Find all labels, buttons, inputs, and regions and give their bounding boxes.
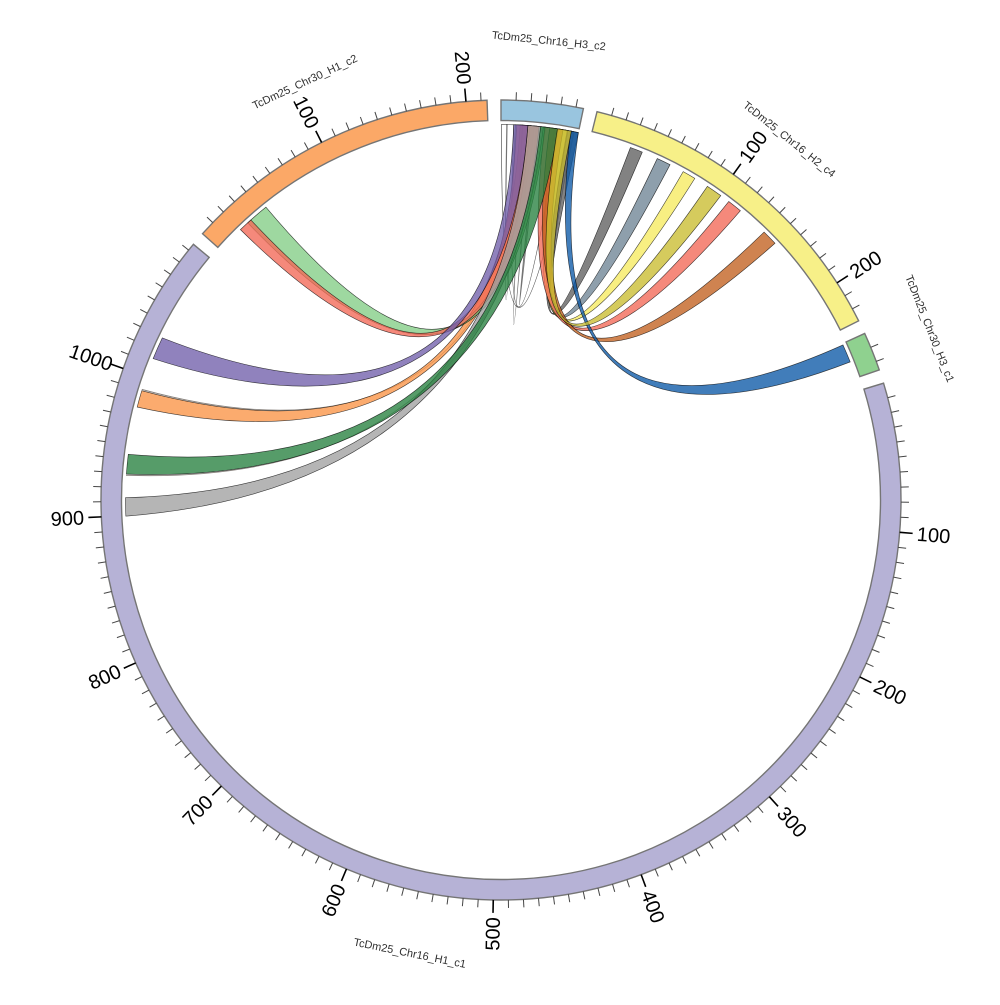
svg-text:200: 200 [450,50,475,85]
svg-text:100: 100 [916,524,951,549]
svg-text:500: 500 [482,917,505,951]
svg-text:900: 900 [50,508,84,531]
